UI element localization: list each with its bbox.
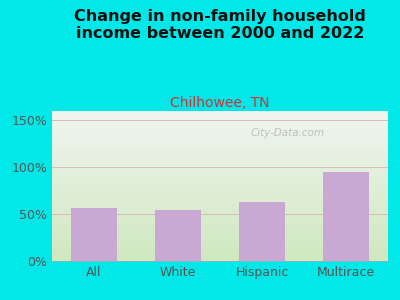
Text: City-Data.com: City-Data.com — [250, 128, 324, 139]
Bar — [239, 202, 285, 261]
Text: Change in non-family household
income between 2000 and 2022: Change in non-family household income be… — [74, 9, 366, 41]
Text: Chilhowee, TN: Chilhowee, TN — [170, 96, 270, 110]
Bar — [323, 172, 369, 261]
Bar — [71, 208, 117, 261]
Bar — [155, 210, 201, 261]
